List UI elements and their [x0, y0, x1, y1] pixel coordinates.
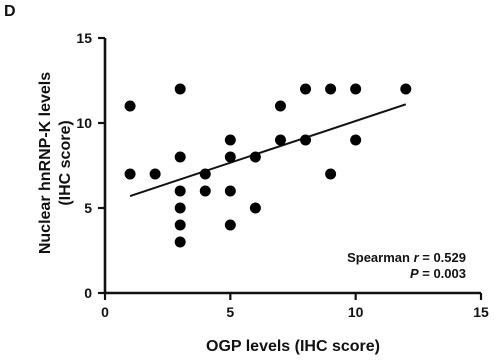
regression-line [129, 103, 407, 198]
data-point [325, 83, 337, 95]
p-value-annotation: P = 0.003 [410, 266, 466, 281]
data-points [124, 83, 412, 248]
data-point [224, 185, 236, 197]
spearman-r-annotation: Spearman r = 0.529 [347, 250, 466, 265]
y-tick-label: 15 [76, 30, 92, 46]
x-tick-label: 10 [348, 304, 364, 320]
data-point [350, 83, 362, 95]
data-point [249, 202, 261, 214]
data-point [174, 202, 186, 214]
data-point [300, 83, 312, 95]
data-point [325, 168, 337, 180]
data-point [224, 151, 236, 163]
data-point [224, 219, 236, 231]
data-point [124, 100, 136, 112]
data-point [174, 236, 186, 248]
data-point [274, 100, 286, 112]
x-tick-label: 15 [473, 304, 489, 320]
panel-label: D [4, 3, 16, 20]
y-axis-ticks: 0 5 10 15 [76, 30, 105, 301]
data-point [249, 151, 261, 163]
data-point [124, 168, 136, 180]
data-point [274, 134, 286, 146]
data-point [400, 83, 412, 95]
data-point [224, 134, 236, 146]
data-point [174, 151, 186, 163]
data-point [300, 134, 312, 146]
data-point [199, 168, 211, 180]
y-axis-title-line-2: (IHC score) [57, 120, 74, 205]
y-tick-label: 5 [84, 200, 92, 216]
y-tick-label: 0 [84, 285, 92, 301]
x-tick-label: 0 [101, 304, 109, 320]
x-axis-ticks: 0 5 10 15 [101, 293, 489, 320]
data-point [174, 219, 186, 231]
y-axis-title-line-1: Nuclear hnRNP-K levels [37, 72, 54, 254]
data-point [174, 185, 186, 197]
data-point [149, 168, 161, 180]
data-point [350, 134, 362, 146]
y-axis-title: Nuclear hnRNP-K levels (IHC score) [37, 72, 74, 254]
x-axis-title: OGP levels (IHC score) [206, 338, 380, 355]
x-tick-label: 5 [226, 304, 234, 320]
data-point [199, 185, 211, 197]
data-point [174, 83, 186, 95]
y-tick-label: 10 [76, 115, 92, 131]
